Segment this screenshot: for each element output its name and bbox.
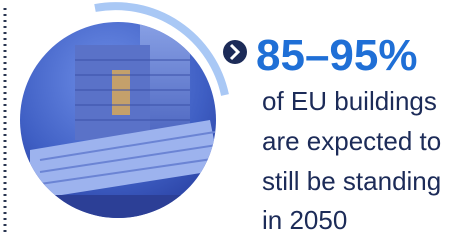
photo [18,18,220,225]
infographic: 85–95% of EU buildings are expected to s… [0,0,475,240]
photo-lit-windows [112,70,130,115]
photo-ground [18,195,218,225]
caption-line: still be standing [262,166,441,196]
chevron-icon [223,40,247,64]
stat-value: 85–95% [256,31,417,80]
page: {"stat": "85–95%", "caption_lines": ["of… [0,0,475,240]
caption-line: in 2050 [262,205,347,235]
caption-line: are expected to [262,126,441,156]
caption-line: of EU buildings [262,86,437,116]
